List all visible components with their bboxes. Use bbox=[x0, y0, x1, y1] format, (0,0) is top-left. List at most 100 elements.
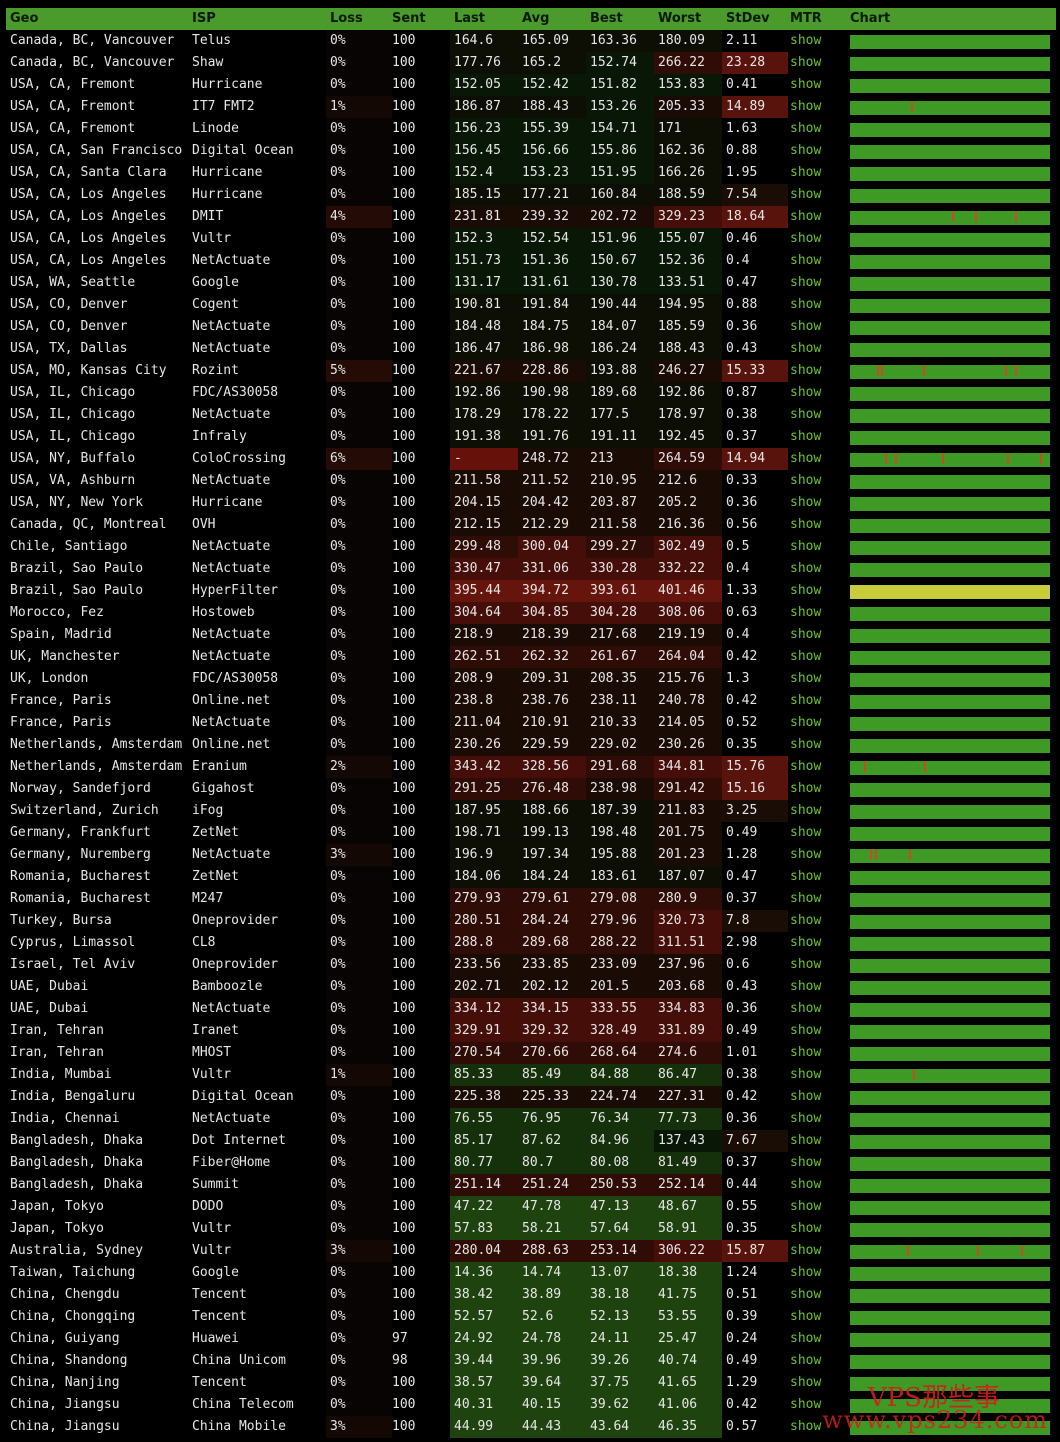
mtr-show-link[interactable]: show bbox=[790, 319, 822, 334]
mtr-show-link[interactable]: show bbox=[790, 341, 822, 356]
mtr-show-link[interactable]: show bbox=[790, 1397, 822, 1412]
last-cell: 196.9 bbox=[450, 844, 518, 866]
mtr-show-link[interactable]: show bbox=[790, 1419, 822, 1434]
mtr-show-link[interactable]: show bbox=[790, 693, 822, 708]
geo-cell: Chile, Santiago bbox=[10, 539, 128, 554]
mtr-show-link[interactable]: show bbox=[790, 649, 822, 664]
mtr-show-link[interactable]: show bbox=[790, 539, 822, 554]
latency-chart bbox=[850, 250, 1050, 272]
mtr-show-link[interactable]: show bbox=[790, 869, 822, 884]
mtr-show-link[interactable]: show bbox=[790, 1045, 822, 1060]
mtr-show-link[interactable]: show bbox=[790, 1199, 822, 1214]
mtr-show-link[interactable]: show bbox=[790, 1309, 822, 1324]
mtr-show-link[interactable]: show bbox=[790, 33, 822, 48]
mtr-show-link[interactable]: show bbox=[790, 55, 822, 70]
mtr-show-link[interactable]: show bbox=[790, 1375, 822, 1390]
mtr-show-link[interactable]: show bbox=[790, 737, 822, 752]
loss-cell: 0% bbox=[326, 954, 392, 976]
mtr-show-link[interactable]: show bbox=[790, 451, 822, 466]
table-row: Romania, Bucharest M247 0% 100 279.93 279.61 2… bbox=[6, 888, 1056, 910]
mtr-show-link[interactable]: show bbox=[790, 627, 822, 642]
mtr-show-link[interactable]: show bbox=[790, 187, 822, 202]
mtr-show-link[interactable]: show bbox=[790, 803, 822, 818]
mtr-show-link[interactable]: show bbox=[790, 77, 822, 92]
mtr-show-link[interactable]: show bbox=[790, 165, 822, 180]
mtr-show-link[interactable]: show bbox=[790, 781, 822, 796]
stdev-cell: 0.37 bbox=[726, 1155, 758, 1170]
mtr-show-link[interactable]: show bbox=[790, 1155, 822, 1170]
last-cell: 39.44 bbox=[450, 1350, 518, 1372]
mtr-show-link[interactable]: show bbox=[790, 231, 822, 246]
mtr-show-link[interactable]: show bbox=[790, 1353, 822, 1368]
mtr-show-link[interactable]: show bbox=[790, 99, 822, 114]
mtr-show-link[interactable]: show bbox=[790, 913, 822, 928]
mtr-show-link[interactable]: show bbox=[790, 957, 822, 972]
mtr-show-link[interactable]: show bbox=[790, 1243, 822, 1258]
geo-cell: Iran, Tehran bbox=[10, 1023, 104, 1038]
mtr-show-link[interactable]: show bbox=[790, 671, 822, 686]
latency-chart bbox=[850, 1394, 1050, 1416]
table-row: UAE, Dubai NetActuate 0% 100 334.12 334.15 333… bbox=[6, 998, 1056, 1020]
mtr-show-link[interactable]: show bbox=[790, 1221, 822, 1236]
mtr-show-link[interactable]: show bbox=[790, 473, 822, 488]
mtr-show-link[interactable]: show bbox=[790, 847, 822, 862]
mtr-show-link[interactable]: show bbox=[790, 1001, 822, 1016]
mtr-show-link[interactable]: show bbox=[790, 891, 822, 906]
worst-cell: 329.23 bbox=[654, 206, 722, 228]
mtr-show-link[interactable]: show bbox=[790, 1287, 822, 1302]
avg-cell: 334.15 bbox=[518, 998, 586, 1020]
table-row: USA, IL, Chicago FDC/AS30058 0% 100 192.86 19… bbox=[6, 382, 1056, 404]
mtr-show-link[interactable]: show bbox=[790, 825, 822, 840]
loss-spike bbox=[1007, 453, 1009, 464]
mtr-show-link[interactable]: show bbox=[790, 121, 822, 136]
last-cell: 299.48 bbox=[450, 536, 518, 558]
mtr-show-link[interactable]: show bbox=[790, 363, 822, 378]
mtr-show-link[interactable]: show bbox=[790, 605, 822, 620]
best-cell: 328.49 bbox=[586, 1020, 654, 1042]
mtr-show-link[interactable]: show bbox=[790, 1111, 822, 1126]
mtr-show-link[interactable]: show bbox=[790, 517, 822, 532]
mtr-show-link[interactable]: show bbox=[790, 759, 822, 774]
mtr-show-link[interactable]: show bbox=[790, 297, 822, 312]
mtr-show-link[interactable]: show bbox=[790, 495, 822, 510]
mtr-show-link[interactable]: show bbox=[790, 429, 822, 444]
geo-cell: USA, IL, Chicago bbox=[10, 407, 136, 422]
loss-spike bbox=[1005, 365, 1007, 376]
mtr-show-link[interactable]: show bbox=[790, 583, 822, 598]
latency-bar bbox=[850, 1267, 1050, 1281]
stdev-cell: 0.42 bbox=[726, 649, 758, 664]
mtr-show-link[interactable]: show bbox=[790, 385, 822, 400]
mtr-show-link[interactable]: show bbox=[790, 275, 822, 290]
sent-cell: 100 bbox=[392, 297, 416, 312]
mtr-show-link[interactable]: show bbox=[790, 1067, 822, 1082]
isp-cell: NetActuate bbox=[192, 1111, 271, 1126]
mtr-show-link[interactable]: show bbox=[790, 1331, 822, 1346]
best-cell: 210.95 bbox=[586, 470, 654, 492]
loss-cell: 0% bbox=[326, 404, 392, 426]
mtr-show-link[interactable]: show bbox=[790, 1023, 822, 1038]
mtr-show-link[interactable]: show bbox=[790, 935, 822, 950]
best-cell: 80.08 bbox=[586, 1152, 654, 1174]
mtr-show-link[interactable]: show bbox=[790, 979, 822, 994]
mtr-show-link[interactable]: show bbox=[790, 1133, 822, 1148]
latency-chart bbox=[850, 646, 1050, 668]
table-row: USA, IL, Chicago Infraly 0% 100 191.38 191.76… bbox=[6, 426, 1056, 448]
mtr-show-link[interactable]: show bbox=[790, 253, 822, 268]
geo-cell: UK, Manchester bbox=[10, 649, 120, 664]
stdev-cell: 0.37 bbox=[726, 429, 758, 444]
mtr-show-link[interactable]: show bbox=[790, 143, 822, 158]
best-cell: 193.88 bbox=[586, 360, 654, 382]
stdev-cell: 0.4 bbox=[726, 627, 750, 642]
latency-bar bbox=[850, 233, 1050, 247]
mtr-show-link[interactable]: show bbox=[790, 1177, 822, 1192]
mtr-show-link[interactable]: show bbox=[790, 1265, 822, 1280]
mtr-show-link[interactable]: show bbox=[790, 407, 822, 422]
latency-bar bbox=[850, 453, 1050, 467]
sent-cell: 100 bbox=[392, 429, 416, 444]
mtr-show-link[interactable]: show bbox=[790, 1089, 822, 1104]
mtr-show-link[interactable]: show bbox=[790, 209, 822, 224]
mtr-show-link[interactable]: show bbox=[790, 715, 822, 730]
latency-bar bbox=[850, 1421, 1050, 1435]
mtr-show-link[interactable]: show bbox=[790, 561, 822, 576]
sent-cell: 100 bbox=[392, 187, 416, 202]
